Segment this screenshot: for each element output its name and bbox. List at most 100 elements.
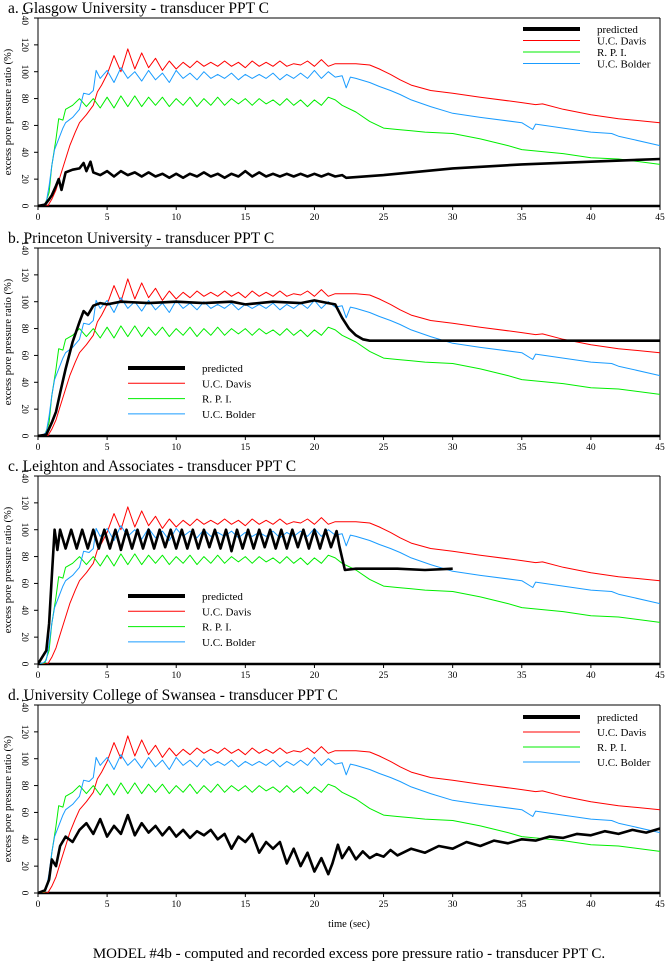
y-tick-label: 0 [19, 662, 29, 667]
series-line-u-c-davis [38, 735, 660, 893]
y-tick-label: 140 [19, 469, 29, 484]
y-tick-label: 140 [19, 241, 29, 256]
y-tick-label: 80 [19, 324, 29, 334]
panel-a: a. Glasgow University - transducer PPT C… [3, 0, 665, 223]
panel-title: c. Leighton and Associates - transducer … [8, 458, 296, 475]
x-tick-label: 10 [171, 671, 181, 681]
x-tick-label: 30 [448, 443, 458, 453]
y-tick-label: 20 [19, 632, 29, 642]
legend-label: U.C. Davis [597, 727, 646, 739]
y-axis-label: excess pore pressure ratio (%) [3, 48, 14, 175]
y-tick-label: 100 [19, 295, 29, 310]
legend-label: R. P. I. [597, 742, 627, 754]
x-tick-label: 15 [241, 443, 251, 453]
y-tick-label: 100 [19, 523, 29, 538]
legend-label: R. P. I. [202, 622, 232, 634]
x-tick-label: 45 [655, 900, 665, 910]
series-line-r-p-i [38, 325, 660, 436]
y-tick-label: 120 [19, 268, 29, 283]
x-tick-label: 30 [448, 900, 458, 910]
x-tick-label: 10 [171, 213, 181, 223]
panel-title: b. Princeton University - transducer PPT… [8, 230, 274, 247]
series-line-predicted [38, 528, 453, 664]
y-tick-label: 120 [19, 725, 29, 740]
x-tick-label: 25 [379, 443, 389, 453]
x-tick-label: 40 [586, 213, 596, 223]
x-tick-label: 15 [241, 671, 251, 681]
y-tick-label: 0 [19, 434, 29, 439]
y-tick-label: 60 [19, 579, 29, 589]
legend-label: U.C. Bolder [597, 757, 651, 769]
x-tick-label: 45 [655, 213, 665, 223]
y-tick-label: 20 [19, 861, 29, 871]
y-tick-label: 80 [19, 781, 29, 791]
legend-label: predicted [597, 712, 638, 724]
y-tick-label: 20 [19, 174, 29, 184]
x-tick-label: 0 [36, 443, 41, 453]
y-tick-label: 140 [19, 11, 29, 26]
x-tick-label: 25 [379, 671, 389, 681]
x-tick-label: 35 [517, 900, 527, 910]
x-tick-label: 20 [310, 443, 320, 453]
legend-label: U.C. Davis [202, 606, 251, 618]
y-tick-label: 80 [19, 552, 29, 562]
x-tick-label: 20 [310, 900, 320, 910]
y-tick-label: 60 [19, 351, 29, 361]
series-line-predicted [38, 813, 660, 893]
legend-label: U.C. Bolder [597, 59, 651, 71]
x-tick-label: 25 [379, 900, 389, 910]
y-tick-label: 100 [19, 65, 29, 80]
legend-label: predicted [202, 591, 243, 603]
panel-title: d. University College of Swansea - trans… [8, 687, 338, 704]
y-tick-label: 40 [19, 835, 29, 845]
panel-b: b. Princeton University - transducer PPT… [3, 230, 665, 453]
series-line-r-p-i [38, 782, 660, 893]
x-tick-label: 5 [105, 671, 110, 681]
y-axis-label: excess pore pressure ratio (%) [3, 506, 14, 633]
series-line-u-c-bolder [38, 754, 660, 893]
y-tick-label: 40 [19, 148, 29, 158]
y-tick-label: 40 [19, 378, 29, 388]
y-tick-label: 20 [19, 404, 29, 414]
legend: predicted U.C. Davis R. P. I. U.C. Bolder [128, 363, 256, 421]
x-tick-label: 5 [105, 443, 110, 453]
series-line-u-c-bolder [38, 67, 660, 206]
x-tick-label: 40 [586, 443, 596, 453]
x-tick-label: 30 [448, 671, 458, 681]
legend-label: U.C. Bolder [202, 637, 256, 649]
y-tick-label: 140 [19, 698, 29, 713]
x-tick-label: 15 [241, 900, 251, 910]
series-line-u-c-davis [38, 278, 660, 436]
series-line-u-c-davis [38, 48, 660, 206]
legend: predicted U.C. Davis R. P. I. U.C. Bolder [128, 591, 256, 649]
y-tick-label: 120 [19, 38, 29, 53]
x-tick-label: 25 [379, 213, 389, 223]
x-tick-label: 35 [517, 213, 527, 223]
y-tick-label: 40 [19, 606, 29, 616]
series-line-r-p-i [38, 553, 660, 664]
y-tick-label: 0 [19, 891, 29, 896]
legend-label: predicted [202, 363, 243, 375]
legend: predicted U.C. Davis R. P. I. U.C. Bolder [523, 712, 651, 769]
x-tick-label: 15 [241, 213, 251, 223]
x-tick-label: 45 [655, 443, 665, 453]
legend-label: R. P. I. [202, 394, 232, 406]
x-tick-label: 0 [36, 671, 41, 681]
series-line-u-c-bolder [38, 297, 660, 436]
panel-title: a. Glasgow University - transducer PPT C [8, 0, 269, 17]
x-tick-label: 10 [171, 900, 181, 910]
x-tick-label: 35 [517, 671, 527, 681]
legend-label: U.C. Davis [202, 378, 251, 390]
x-tick-label: 20 [310, 213, 320, 223]
x-tick-label: 5 [105, 213, 110, 223]
legend-label: U.C. Bolder [202, 409, 256, 421]
panel-d: d. University College of Swansea - trans… [3, 687, 665, 910]
y-tick-label: 60 [19, 808, 29, 818]
y-tick-label: 100 [19, 752, 29, 767]
y-axis-label: excess pore pressure ratio (%) [3, 278, 14, 405]
y-axis-label: excess pore pressure ratio (%) [3, 735, 14, 862]
x-tick-label: 30 [448, 213, 458, 223]
legend-label: predicted [597, 24, 638, 36]
